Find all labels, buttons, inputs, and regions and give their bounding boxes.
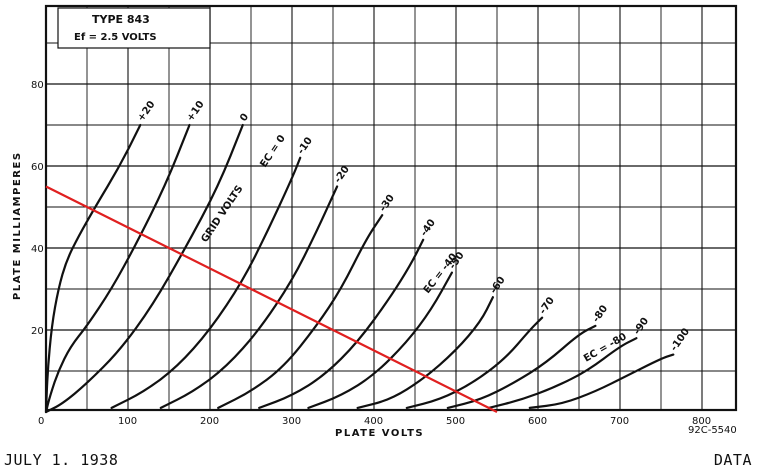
plate-characteristics-chart: 0 100 200 300 400 500 600 700 800 20 40 60 80 +20 +10 0… (12, 4, 738, 439)
load-line-layer (45, 185, 498, 413)
y-tick-label: 40 (31, 244, 44, 255)
x-tick-label: 100 (118, 416, 137, 427)
curve-grid-minus20 (159, 185, 339, 409)
curve-grid-minus10 (110, 156, 302, 409)
plot-frame (44, 4, 738, 412)
y-tick-label: 60 (31, 162, 44, 173)
chart-subtitle: Ef = 2.5 VOLTS (74, 32, 157, 43)
grid (46, 6, 736, 410)
curve-grid-minus80 (446, 324, 597, 409)
x-tick-label: 700 (610, 416, 629, 427)
x-tick-label: 800 (692, 416, 711, 427)
curve-label: -90 (632, 316, 651, 337)
footer-section-label: DATA (713, 451, 752, 469)
x-tick-label: 0 (38, 416, 44, 427)
curve-label: -70 (538, 295, 557, 316)
load-line (45, 185, 498, 413)
curve-grid-minus50 (307, 271, 453, 409)
curve-grid-minus90 (487, 337, 638, 409)
curve-grid-minus30 (217, 214, 384, 409)
y-tick-label: 80 (31, 80, 44, 91)
curve-label: -20 (333, 164, 352, 185)
curve-grid-minus70 (405, 316, 544, 409)
curve-grid-minus100 (528, 353, 675, 409)
curve-grid-plus20 (44, 123, 142, 414)
curve-label: +10 (185, 99, 207, 124)
figure-number: 92C-5540 (688, 425, 737, 436)
curve-label: +20 (136, 99, 158, 124)
footer-date: JULY 1. 1938 (4, 451, 119, 469)
curve-grid-minus40 (258, 238, 425, 409)
x-axis-label: PLATE VOLTS (335, 428, 424, 439)
x-tick-label: 300 (282, 416, 301, 427)
curve-label: -10 (296, 135, 315, 156)
curve-label: -80 (591, 303, 610, 324)
curve-label: -60 (488, 275, 507, 296)
x-tick-label: 600 (528, 416, 547, 427)
curve-grid-plus10 (44, 123, 191, 414)
chart-title: TYPE 843 (92, 13, 150, 26)
y-tick-label: 20 (31, 326, 44, 337)
curve-label: -40 (419, 217, 438, 238)
y-axis-label: PLATE MILLIAMPERES (12, 151, 23, 300)
curve-label: -30 (378, 193, 397, 214)
ec-minus-80-annotation: EC = -80 (582, 331, 629, 364)
curve-label: 0 (238, 112, 251, 124)
grid-volts-annotation: GRID VOLTS (199, 184, 245, 245)
x-tick-label: 200 (200, 416, 219, 427)
x-tick-label: 400 (364, 416, 383, 427)
ec-zero-annotation: EC = 0 (258, 133, 288, 169)
title-box (57, 7, 211, 49)
curve-grid-0 (44, 123, 244, 414)
x-tick-label: 500 (446, 416, 465, 427)
